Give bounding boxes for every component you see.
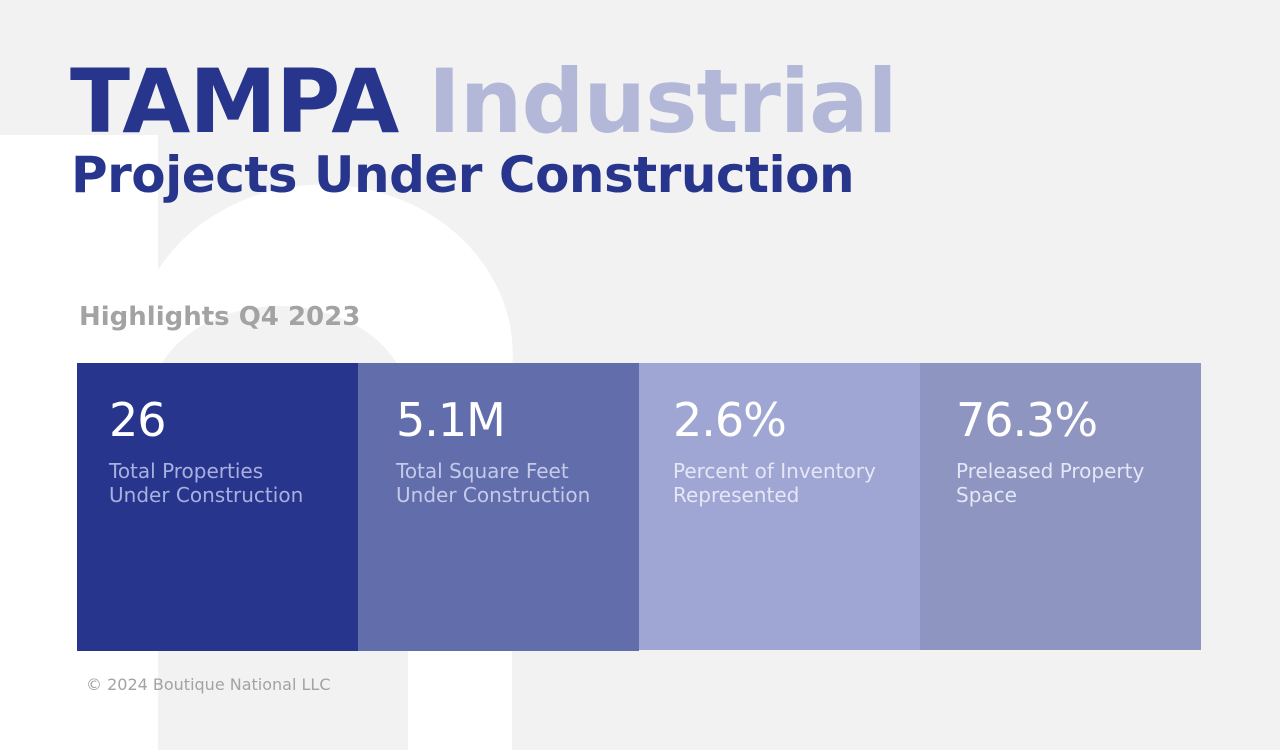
page-subtitle: Projects Under Construction <box>71 146 855 204</box>
title-city: TAMPA <box>70 50 399 153</box>
stat-value: 76.3% <box>956 393 1098 447</box>
highlights-cards: 26 Total Properties Under Construction 5… <box>77 363 1201 651</box>
stat-card-total-properties: 26 Total Properties Under Construction <box>77 363 358 651</box>
stat-card-total-square-feet: 5.1M Total Square Feet Under Constructio… <box>358 363 639 651</box>
stat-label: Percent of Inventory Represented <box>673 459 876 507</box>
stat-value: 26 <box>109 393 167 447</box>
stat-value: 5.1M <box>396 393 506 447</box>
stat-card-percent-inventory: 2.6% Percent of Inventory Represented <box>639 363 920 650</box>
stat-label: Preleased Property Space <box>956 459 1145 507</box>
stat-card-preleased-space: 76.3% Preleased Property Space <box>920 363 1201 650</box>
stat-label: Total Square Feet Under Construction <box>396 459 591 507</box>
copyright-notice: © 2024 Boutique National LLC <box>86 675 331 694</box>
title-sector: Industrial <box>428 50 898 153</box>
stat-label: Total Properties Under Construction <box>109 459 304 507</box>
stat-value: 2.6% <box>673 393 787 447</box>
page-title: TAMPA Industrial <box>70 50 898 153</box>
highlights-heading: Highlights Q4 2023 <box>79 302 361 332</box>
